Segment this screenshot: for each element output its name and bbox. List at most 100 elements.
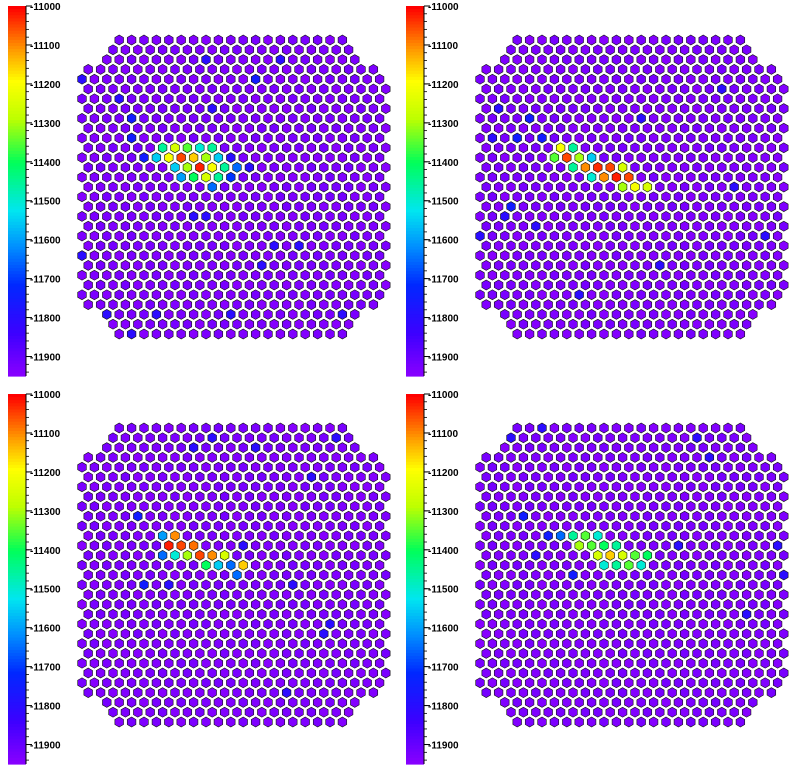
pixel-hex: [170, 260, 180, 271]
pixel-hex: [562, 34, 572, 46]
pixel-hex: [89, 579, 100, 591]
pixel-hex: [605, 64, 615, 75]
pixel-hex: [312, 93, 323, 105]
colorbar-segment: [8, 24, 26, 29]
pixel-hex: [300, 540, 310, 551]
colorbar-segment: [406, 514, 424, 518]
pixel-hex: [630, 706, 640, 718]
pixel-hex: [170, 142, 180, 154]
pixel-hex: [630, 103, 640, 114]
pixel-hex: [642, 687, 653, 698]
colorbar-segment: [406, 668, 424, 673]
pixel-hex: [599, 211, 609, 222]
pixel-hex: [114, 677, 124, 689]
pixel-hex: [275, 309, 286, 320]
pixel-hex: [729, 687, 739, 698]
pixel-hex: [599, 677, 609, 689]
pixel-hex: [779, 122, 789, 134]
pixel-hex: [673, 618, 684, 630]
pixel-hex: [655, 279, 665, 291]
colorbar-tick-label: -11300: [30, 119, 61, 130]
pixel-hex: [89, 289, 100, 301]
colorbar-segment: [8, 535, 26, 540]
pixel-hex: [151, 171, 162, 183]
colorbar-segment: [406, 6, 424, 10]
pixel-hex: [300, 520, 310, 532]
pixel-hex: [586, 289, 597, 301]
pixel-hex: [102, 599, 112, 610]
pixel-hex: [300, 211, 310, 222]
pixel-hex: [710, 54, 721, 65]
pixel-hex: [319, 122, 329, 134]
pixel-hex: [219, 510, 230, 522]
pixel-hex: [306, 64, 317, 75]
pixel-hex: [102, 113, 112, 124]
pixel-hex: [325, 481, 335, 493]
pixel-hex: [717, 220, 727, 232]
pixel-hex: [500, 113, 510, 124]
pixel-hex: [636, 461, 646, 473]
pixel-hex: [275, 520, 286, 532]
pixel-hex: [568, 471, 578, 483]
pixel-hex: [636, 132, 646, 144]
pixel-hex: [319, 83, 329, 95]
colorbar-segment: [406, 751, 424, 756]
colorbar-segment: [406, 736, 424, 740]
pixel-hex: [655, 432, 665, 444]
pixel-hex: [275, 697, 286, 708]
pixel-hex: [723, 638, 733, 649]
pixel-hex: [250, 152, 261, 163]
pixel-hex: [524, 461, 535, 473]
pixel-hex: [748, 579, 758, 591]
pixel-hex: [617, 628, 628, 640]
pixel-hex: [624, 657, 634, 669]
pixel-hex: [226, 289, 236, 301]
pixel-hex: [306, 491, 317, 502]
pixel-hex: [679, 550, 690, 561]
pixel-hex: [512, 191, 522, 203]
pixel-hex: [611, 93, 622, 105]
pixel-hex: [89, 618, 100, 630]
pixel-hex: [667, 142, 677, 154]
pixel-hex: [114, 34, 124, 46]
pixel-hex: [717, 687, 727, 698]
pixel-hex: [300, 152, 310, 163]
pixel-hex: [729, 162, 739, 173]
pixel-hex: [593, 318, 603, 330]
pixel-hex: [288, 481, 298, 493]
pixel-hex: [760, 191, 770, 203]
pixel-hex: [176, 132, 186, 144]
pixel-hex: [624, 599, 634, 610]
pixel-hex: [213, 638, 224, 649]
pixel-hex: [319, 706, 329, 718]
pixel-hex: [95, 181, 106, 193]
colorbar-segment: [8, 357, 26, 362]
pixel-hex: [735, 638, 746, 649]
pixel-hex: [139, 269, 149, 281]
pixel-hex: [772, 250, 783, 261]
pixel-hex: [288, 501, 298, 512]
pixel-hex: [748, 171, 758, 183]
pixel-hex: [741, 318, 752, 330]
pixel-hex: [686, 132, 696, 144]
pixel-hex: [275, 559, 286, 571]
pixel-hex: [605, 648, 615, 659]
pixel-hex: [710, 171, 721, 183]
pixel-hex: [232, 142, 242, 154]
pixel-hex: [195, 260, 205, 271]
pixel-hex: [368, 687, 379, 698]
colorbar-segment: [406, 757, 424, 762]
pixel-hex: [269, 142, 279, 154]
pixel-hex: [735, 34, 746, 46]
pixel-hex: [176, 269, 186, 281]
colorbar-segment: [8, 160, 26, 164]
pixel-hex: [300, 34, 310, 46]
pixel-hex: [83, 64, 93, 75]
pixel-hex: [263, 677, 273, 689]
colorbar-segment: [8, 542, 26, 546]
pixel-hex: [350, 230, 360, 242]
pixel-hex: [108, 201, 118, 212]
colorbar-segment: [8, 622, 26, 626]
colorbar-segment: [8, 690, 26, 694]
colorbar-segment: [406, 625, 424, 629]
